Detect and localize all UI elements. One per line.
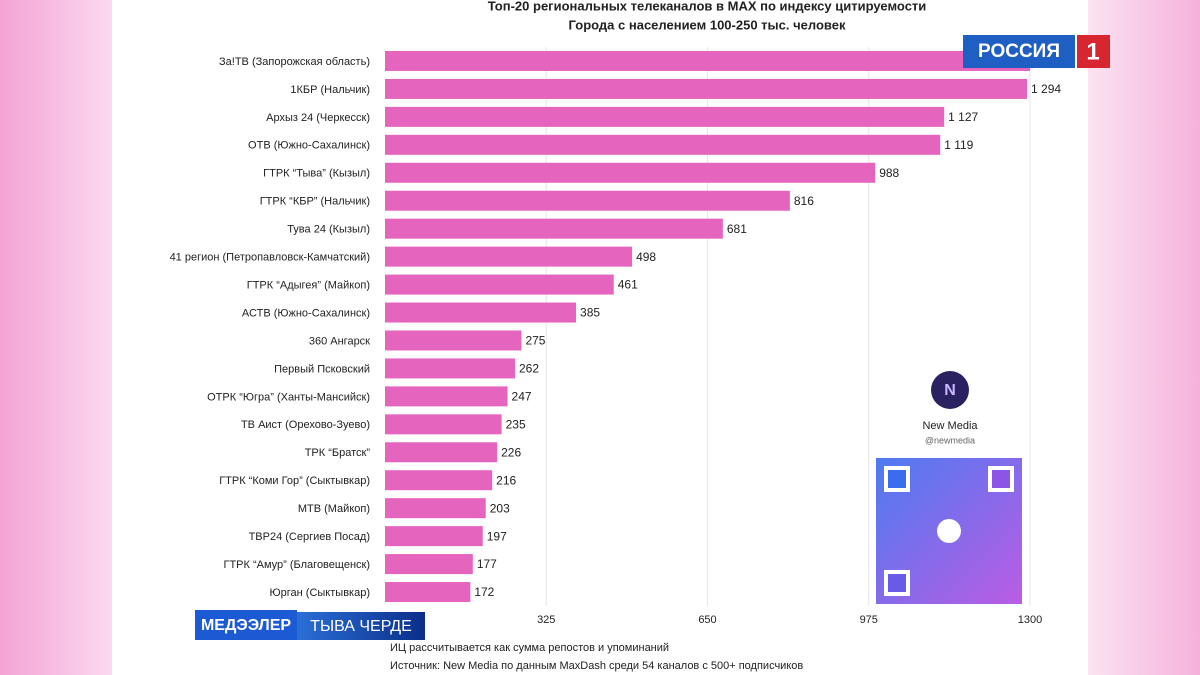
qr-avatar — [931, 371, 969, 409]
bar — [385, 554, 473, 575]
y-tick-label: АСТВ (Южно-Сахалинск) — [242, 307, 370, 319]
right-border — [1088, 0, 1200, 675]
bar — [385, 358, 515, 379]
bar — [385, 526, 483, 547]
bar — [385, 246, 633, 267]
y-tick-label: Первый Псковский — [274, 363, 370, 375]
bar — [385, 106, 945, 127]
bar — [385, 190, 790, 211]
y-tick-label: ОТВ (Южно-Сахалинск) — [248, 140, 370, 152]
value-label: 235 — [506, 417, 526, 431]
value-label: 988 — [879, 166, 899, 180]
bar — [385, 414, 502, 435]
value-label: 177 — [477, 557, 497, 571]
y-tick-label: Архыз 24 (Черкесск) — [266, 112, 370, 124]
value-label: 498 — [636, 250, 656, 264]
bar — [385, 134, 941, 155]
x-tick-label: 325 — [537, 614, 555, 626]
qr-avatar-letter: N — [944, 382, 956, 399]
logo-name: РОССИЯ — [978, 41, 1060, 62]
plot: 325 650 975 1300 За!ТВ (Запорожская область)… — [170, 47, 1061, 626]
value-label: 1 127 — [948, 110, 978, 124]
y-tick-label: За!ТВ (Запорожская область) — [219, 56, 370, 68]
y-tick-label: ТВ Аист (Орехово-Зуево) — [241, 419, 370, 431]
y-tick-label: ГТРК “Амур” (Благовещенск) — [224, 559, 371, 571]
y-tick-label: 1КБР (Нальчик) — [290, 84, 370, 96]
y-tick-label: Юрган (Сыктывкар) — [270, 587, 370, 599]
chart-title: Топ-20 региональных телеканалов в MAX по… — [488, 0, 927, 13]
value-label: 816 — [794, 194, 814, 208]
chart-subtitle: Города с населением 100-250 тыс. человек — [569, 17, 846, 32]
channel-logo: РОССИЯ 1 — [963, 35, 1110, 68]
note: Источник: New Media по данным MaxDash ср… — [390, 660, 803, 672]
value-label: 203 — [490, 501, 510, 515]
y-tick-label: ГТРК “Коми Гор” (Сыктывкар) — [219, 475, 370, 487]
qr-handle: @newmedia — [925, 435, 975, 445]
bar — [385, 302, 577, 323]
value-label: 247 — [512, 390, 532, 404]
value-label: 216 — [496, 473, 516, 487]
qr-center — [937, 519, 961, 543]
left-border — [0, 0, 112, 675]
value-label: 385 — [580, 306, 600, 320]
y-tick-label: Тува 24 (Кызыл) — [287, 224, 370, 236]
y-tick-label: ГТРК “Тыва” (Кызыл) — [263, 168, 370, 180]
bar — [385, 470, 493, 491]
value-label: 172 — [474, 585, 494, 599]
ticker-channel-box — [297, 612, 425, 640]
y-tick-label: ГТРК “КБР” (Нальчик) — [260, 196, 370, 208]
x-tick-label: 650 — [698, 614, 716, 626]
bar — [385, 78, 1028, 99]
value-label: 226 — [501, 445, 521, 459]
y-tick-label: ТВР24 (Сергиев Посад) — [249, 531, 370, 543]
logo-number-box — [1077, 35, 1110, 68]
bar — [385, 50, 1030, 71]
qr-finder — [888, 574, 906, 592]
value-label: 197 — [487, 529, 507, 543]
ticker-channel: ТЫВА ЧЕРДЕ — [310, 618, 412, 635]
bar — [385, 218, 723, 239]
value-label: 461 — [618, 278, 638, 292]
y-tick-label: 360 Ангарск — [309, 335, 370, 347]
y-tick-label: МТВ (Майкоп) — [298, 503, 370, 515]
y-tick-label: ГТРК “Адыгея” (Майкоп) — [247, 279, 370, 291]
bar — [385, 582, 471, 603]
bar — [385, 498, 486, 519]
qr-finder — [992, 470, 1010, 488]
x-tick-label: 975 — [860, 614, 878, 626]
bar — [385, 274, 614, 295]
value-label: 681 — [727, 222, 747, 236]
note: ИЦ рассчитывается как сумма репостов и у… — [390, 642, 669, 654]
ticker: МЕДЭЭЛЕР ТЫВА ЧЕРДЕ — [195, 610, 425, 640]
value-label: 262 — [519, 362, 539, 376]
bar — [385, 386, 508, 407]
y-tick-label: 41 регион (Петропавловск-Камчатский) — [170, 252, 370, 264]
ticker-program-box — [195, 610, 297, 640]
ticker-program: МЕДЭЭЛЕР — [201, 617, 291, 634]
logo-number: 1 — [1086, 38, 1099, 65]
x-tick-label: 1300 — [1018, 614, 1042, 626]
value-label: 1 294 — [1031, 82, 1061, 96]
qr-finder — [888, 470, 906, 488]
value-label: 1 119 — [944, 138, 973, 152]
value-label: 275 — [525, 334, 545, 348]
logo-name-box — [963, 35, 1075, 68]
bar — [385, 162, 876, 183]
y-tick-label: ОТРК “Югра” (Ханты-Мансийск) — [207, 391, 370, 403]
bar — [385, 442, 498, 463]
bar — [385, 330, 522, 351]
qr-name: New Media — [922, 420, 978, 432]
qr-card: N New Media @newmedia — [876, 371, 1022, 604]
y-tick-label: ТРК “Братск” — [305, 447, 371, 459]
